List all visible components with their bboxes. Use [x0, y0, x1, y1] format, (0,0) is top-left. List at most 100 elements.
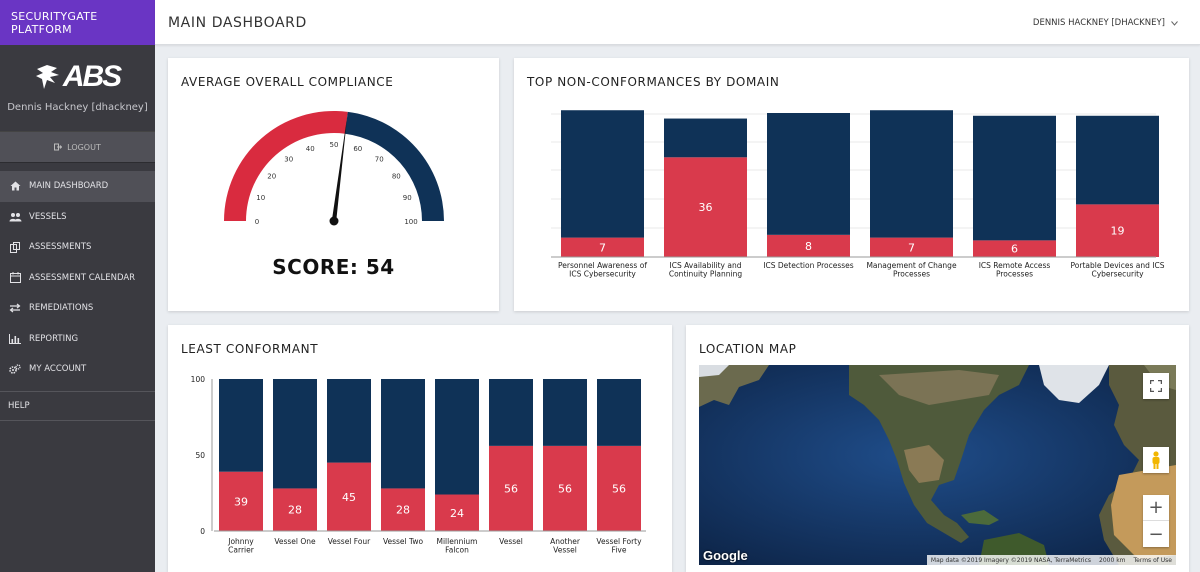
gauge-tick-label: 40	[306, 145, 315, 153]
gauge-tick-label: 90	[403, 194, 412, 202]
bar-segment-nonconformant[interactable]	[543, 445, 587, 531]
x-tick-label: Vessel Forty	[596, 537, 642, 546]
map-scale: 2000 km	[1099, 556, 1126, 564]
x-tick-label: ICS Cybersecurity	[569, 270, 636, 279]
terms-link[interactable]: Terms of Use	[1133, 556, 1172, 564]
bar-data-label: 28	[396, 504, 410, 517]
bar-segment-remaining[interactable]	[219, 379, 263, 472]
x-tick-label: Management of Change	[866, 261, 957, 270]
bar-segment-remaining[interactable]	[973, 115, 1056, 241]
bar-segment-remaining[interactable]	[561, 110, 644, 238]
x-tick-label: Vessel	[553, 546, 577, 555]
sidebar-item-assessments[interactable]: ASSESSMENTS	[0, 232, 155, 263]
bar-segment-remaining[interactable]	[381, 379, 425, 489]
gauge-tick-label: 0	[255, 218, 259, 226]
gauge-tick-label: 30	[284, 156, 293, 164]
exchange-icon	[8, 302, 22, 314]
logout-button[interactable]: LOGOUT	[0, 131, 155, 163]
x-tick-label: Vessel One	[274, 537, 316, 546]
bar-segment-remaining[interactable]	[870, 110, 953, 238]
bar-data-label: 36	[699, 201, 713, 214]
x-tick-label: Processes	[996, 270, 1033, 279]
sidebar-item-label: VESSELS	[29, 211, 67, 222]
bar-segment-remaining[interactable]	[327, 379, 371, 463]
bar-segment-remaining[interactable]	[435, 379, 479, 495]
gauge-tick-label: 60	[353, 145, 362, 153]
bar-segment-remaining[interactable]	[543, 379, 587, 446]
compliance-card: AVERAGE OVERALL COMPLIANCE 0 10 20 30 40 50 60…	[168, 58, 499, 311]
abs-logo: ABS	[0, 45, 155, 94]
bar-segment-nonconformant[interactable]	[327, 462, 371, 531]
google-logo: Google	[703, 548, 748, 563]
street-view-pegman-button[interactable]	[1143, 447, 1169, 473]
fullscreen-button[interactable]	[1143, 373, 1169, 399]
bar-data-label: 6	[1011, 243, 1018, 256]
bar-segment-nonconformant[interactable]	[489, 445, 533, 531]
bar-segment-remaining[interactable]	[273, 379, 317, 489]
sidebar-item-reporting[interactable]: REPORTING	[0, 324, 155, 355]
x-tick-label: ICS Detection Processes	[763, 261, 853, 270]
brand-title[interactable]: SECURITYGATE PLATFORM	[0, 0, 155, 45]
map-viewport[interactable]: + − Google Map data ©2019 Imagery ©2019 …	[699, 365, 1176, 565]
user-menu-label: DENNIS HACKNEY [DHACKNEY]	[1032, 18, 1165, 28]
user-menu-dropdown[interactable]: DENNIS HACKNEY [DHACKNEY]	[1033, 18, 1178, 28]
bar-data-label: 24	[450, 507, 464, 520]
bar-segment-nonconformant[interactable]	[597, 445, 641, 531]
sidebar-item-assessment-calendar[interactable]: ASSESSMENT CALENDAR	[0, 263, 155, 294]
sidebar-item-main-dashboard[interactable]: MAIN DASHBOARD	[0, 171, 155, 202]
map-attribution: Map data ©2019 Imagery ©2019 NASA, Terra…	[930, 556, 1092, 564]
logout-label: LOGOUT	[67, 142, 101, 152]
bar-segment-remaining[interactable]	[597, 379, 641, 446]
eagle-logo-icon	[35, 65, 59, 89]
bar-segment-nonconformant[interactable]	[381, 488, 425, 531]
x-tick-label: Johnny	[227, 537, 254, 546]
bar-segment-nonconformant[interactable]	[219, 471, 263, 531]
gears-icon	[8, 363, 22, 375]
gauge-remaining-arc	[345, 111, 444, 221]
calendar-icon	[8, 272, 22, 284]
bar-segment-remaining[interactable]	[1076, 115, 1159, 205]
sidebar-item-label: REPORTING	[29, 333, 79, 344]
bar-data-label: 56	[558, 482, 572, 495]
sidebar-item-label: ASSESSMENT CALENDAR	[29, 272, 136, 283]
x-tick-label: Portable Devices and ICS	[1071, 261, 1165, 270]
gauge-tick-label: 70	[375, 156, 384, 164]
sidebar-item-vessels[interactable]: VESSELS	[0, 202, 155, 233]
sidebar-item-label: MY ACCOUNT	[29, 364, 87, 375]
compliance-score: SCORE: 54	[272, 255, 395, 279]
bar-segment-nonconformant[interactable]	[870, 237, 953, 257]
zoom-in-button[interactable]: +	[1143, 495, 1169, 521]
bar-segment-nonconformant[interactable]	[561, 237, 644, 257]
sidebar-item-remediations[interactable]: REMEDIATIONS	[0, 293, 155, 324]
bar-segment-nonconformant[interactable]	[273, 488, 317, 531]
sidebar-item-label: HELP	[8, 400, 30, 411]
bar-segment-nonconformant[interactable]	[767, 234, 850, 257]
bar-segment-remaining[interactable]	[489, 379, 533, 446]
y-tick-label: 100	[191, 375, 206, 384]
gauge-needle	[331, 115, 348, 222]
gauge-tick-label: 100	[404, 218, 417, 226]
y-tick-label: 50	[195, 451, 205, 460]
nonconformances-card: TOP NON-CONFORMANCES BY DOMAIN 7 Personne…	[514, 58, 1189, 311]
gauge-tick-label: 80	[392, 173, 401, 181]
bar-segment-remaining[interactable]	[664, 118, 747, 158]
sidebar-item-label: MAIN DASHBOARD	[29, 181, 109, 192]
bar-segment-nonconformant[interactable]	[1076, 204, 1159, 257]
zoom-out-button[interactable]: −	[1148, 523, 1164, 545]
sidebar-item-help[interactable]: HELP	[0, 390, 155, 421]
sidebar-item-my-account[interactable]: MY ACCOUNT	[0, 354, 155, 385]
bar-segment-nonconformant[interactable]	[973, 240, 1056, 257]
bar-segment-remaining[interactable]	[767, 113, 850, 235]
page-title: MAIN DASHBOARD	[168, 15, 307, 31]
top-header: MAIN DASHBOARD DENNIS HACKNEY [DHACKNEY]	[155, 0, 1200, 45]
pegman-icon	[1152, 451, 1160, 469]
bar-segment-nonconformant[interactable]	[664, 157, 747, 257]
x-tick-label: Another	[550, 537, 581, 546]
bar-segment-nonconformant[interactable]	[435, 494, 479, 531]
gauge-score-arc	[224, 110, 348, 221]
y-tick-label: 0	[200, 527, 205, 536]
bar-data-label: 8	[805, 240, 812, 253]
x-tick-label: Personnel Awareness of	[558, 261, 647, 270]
x-tick-label: ICS Remote Access	[979, 261, 1051, 270]
